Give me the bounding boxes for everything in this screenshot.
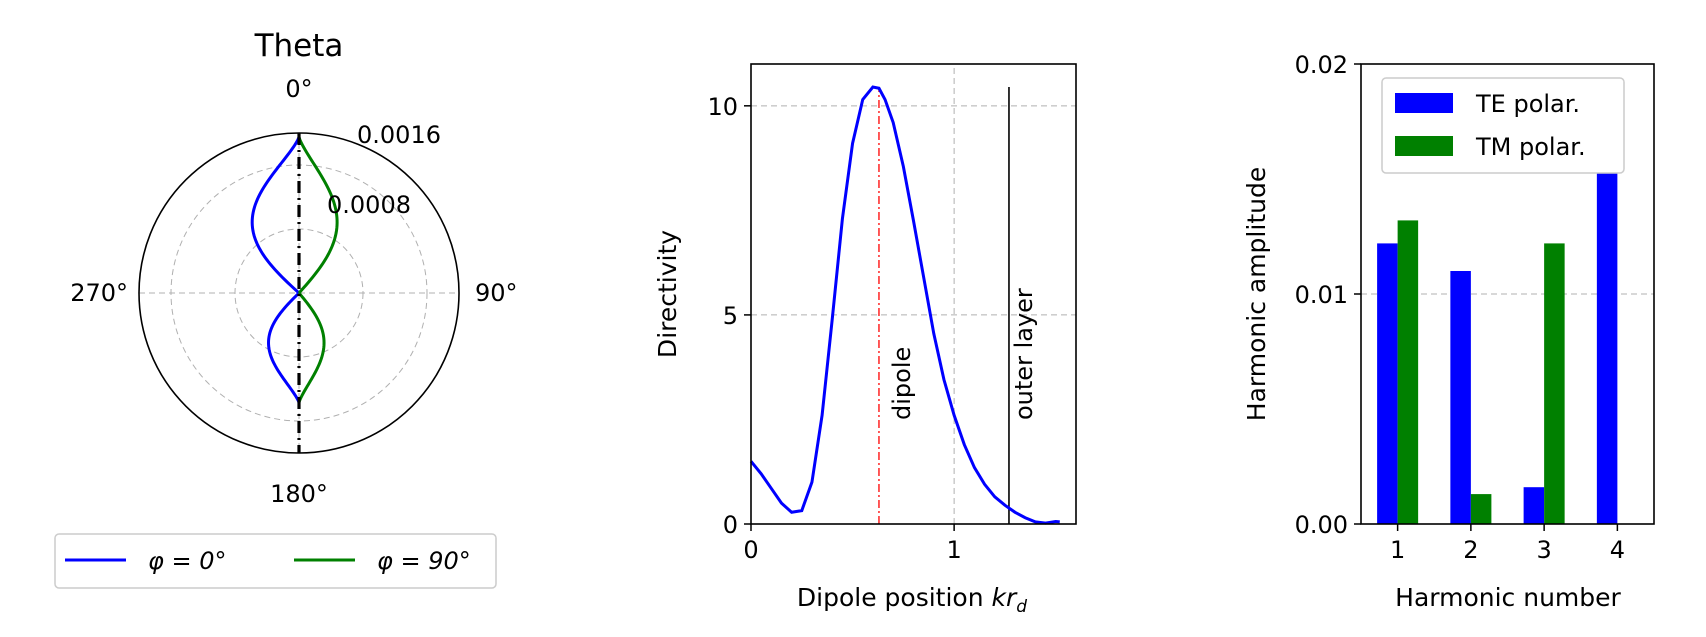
- bar-tm-1: [1397, 220, 1419, 524]
- line-x-axis-label-text: Dipole position: [797, 583, 992, 612]
- harmonic-bar-chart: 0.00 0.01 0.02 1 2 3 4 Harmonic amplitude Harm…: [1242, 51, 1655, 612]
- polar-legend: φ = 0° φ = 90°: [54, 533, 497, 589]
- bar-te-1: [1377, 243, 1398, 524]
- polar-series-0-lobe-0: [250, 136, 301, 295]
- bar-ytick-label-1: 0.01: [1295, 281, 1348, 309]
- line-ytick-label-1: 5: [723, 302, 738, 330]
- dipole-marker-label: dipole: [888, 347, 916, 420]
- polar-title: Theta: [254, 28, 344, 64]
- bar-ticks: 0.00 0.01 0.02 1 2 3 4: [1295, 51, 1625, 564]
- bar-xtick-label-3: 4: [1610, 536, 1625, 564]
- line-x-axis-label-var: kr: [992, 583, 1018, 612]
- line-x-axis-label: Dipole position krd: [797, 583, 1027, 617]
- bar-legend: TE polar. TM polar.: [1381, 77, 1625, 174]
- line-y-axis-label: Directivity: [653, 230, 682, 358]
- bar-legend-swatch-tm: [1395, 136, 1453, 156]
- line-axes-frame: [750, 63, 1077, 525]
- directivity-plot: 0 5 10 0 1 dipole outer layer Directivity Di…: [653, 63, 1077, 617]
- outer-layer-label: outer layer: [1010, 288, 1038, 420]
- bar-legend-label-te: TE polar.: [1475, 90, 1580, 118]
- bar-te-2: [1450, 271, 1471, 524]
- polar-series-1-lobe-0: [297, 136, 339, 295]
- polar-series-1-lobe-1: [297, 292, 326, 404]
- line-x-axis-label-sub: d: [1016, 597, 1027, 617]
- bar-xtick-label-2: 3: [1536, 536, 1551, 564]
- line-ytick-label-2: 10: [707, 93, 738, 121]
- bar-te-3: [1523, 487, 1545, 524]
- bar-series: [1377, 87, 1618, 524]
- bar-y-axis-label: Harmonic amplitude: [1242, 167, 1271, 421]
- bar-te-4: [1596, 87, 1618, 524]
- polar-angle-tick-180: 180°: [270, 480, 328, 508]
- polar-angle-tick-0: 0°: [285, 75, 312, 103]
- bar-ytick-label-0: 0.00: [1295, 511, 1348, 539]
- bar-xtick-label-1: 2: [1463, 536, 1478, 564]
- bar-x-axis-label: Harmonic number: [1395, 583, 1621, 612]
- polar-radial-tick-1: 0.0016: [357, 121, 441, 149]
- bar-tm-2: [1470, 494, 1492, 524]
- line-ticks: 0 5 10 0 1: [707, 93, 961, 564]
- polar-angle-tick-90: 90°: [475, 279, 518, 307]
- bar-xtick-label-0: 1: [1390, 536, 1405, 564]
- bar-tm-3: [1544, 243, 1565, 524]
- polar-plot: Theta 0° 90° 180° 270° 0.0008 0.0016 φ =…: [54, 28, 518, 589]
- polar-series: [250, 136, 339, 404]
- bar-legend-label-tm: TM polar.: [1475, 133, 1586, 161]
- polar-legend-label-phi0: φ = 0°: [148, 547, 226, 575]
- line-xtick-label-1: 1: [946, 536, 961, 564]
- bar-ytick-label-2: 0.02: [1295, 51, 1348, 79]
- polar-legend-label-phi90: φ = 90°: [377, 547, 471, 575]
- polar-series-0-lobe-1: [267, 291, 301, 404]
- directivity-series-line: [749, 85, 1060, 525]
- line-ytick-label-0: 0: [723, 511, 738, 539]
- polar-legend-frame: [54, 533, 497, 589]
- bar-legend-swatch-te: [1395, 93, 1453, 113]
- line-grid: [751, 64, 1076, 524]
- polar-angle-tick-270: 270°: [70, 279, 128, 307]
- polar-radial-tick-0: 0.0008: [327, 191, 411, 219]
- line-xtick-label-0: 0: [743, 536, 758, 564]
